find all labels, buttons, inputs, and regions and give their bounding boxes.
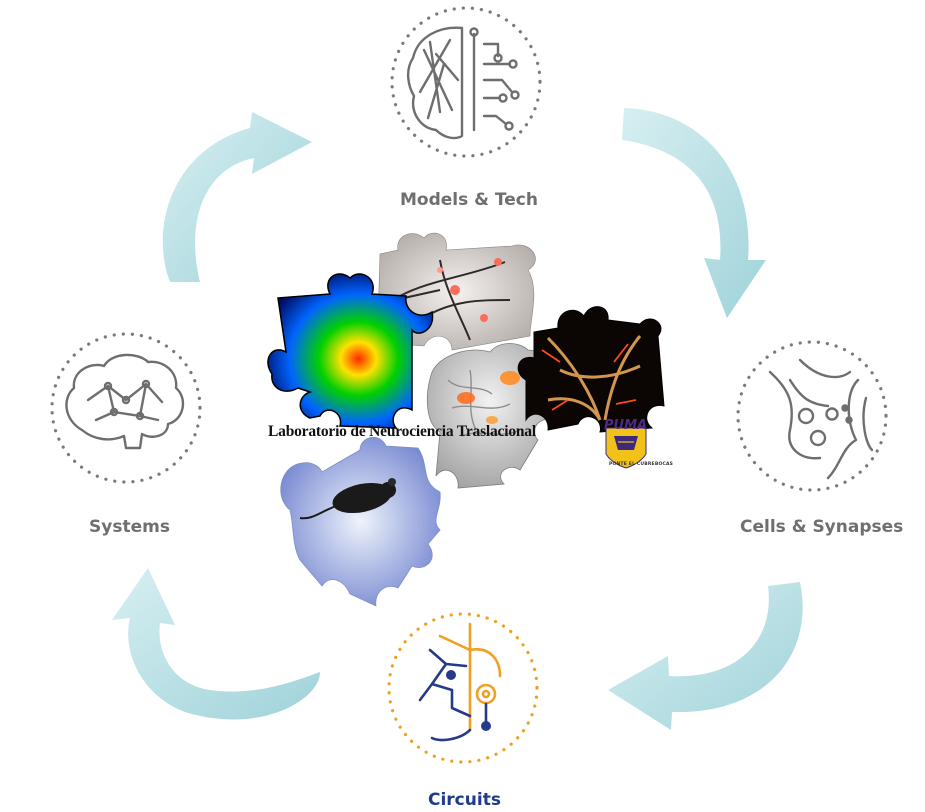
puma-logo-tagline: PONTE EL CUBREBOCAS — [609, 462, 674, 467]
arrow-systems-to-models — [162, 112, 312, 282]
synapse-icon — [768, 358, 874, 480]
puzzle-piece-mouse — [280, 437, 441, 607]
models-dotted-circle — [390, 6, 542, 158]
node-label-systems: Systems — [89, 517, 170, 537]
puzzle-piece-fluorescent — [517, 306, 665, 433]
cells-dotted-circle — [736, 340, 888, 492]
puzzle-collage — [267, 232, 665, 607]
center-title: Laboratorio de Neurociencia Traslacional — [268, 423, 536, 440]
puzzle-piece-heatmap — [267, 273, 434, 429]
systems-dotted-circle — [50, 332, 202, 484]
puzzle-piece-brain — [427, 343, 553, 489]
brain-network-icon — [65, 353, 185, 450]
puma-logo-word: PUMA — [604, 418, 648, 433]
node-label-cells: Cells & Synapses — [740, 517, 904, 537]
brain-circuit-icon — [407, 26, 520, 140]
arrow-cells-to-circuits — [608, 582, 803, 730]
arrow-circuits-to-systems — [112, 568, 320, 720]
arrow-models-to-cells — [622, 108, 766, 318]
puma-logo — [605, 427, 647, 469]
neuron-circuit-icon — [418, 622, 502, 742]
node-label-circuits: Circuits — [428, 790, 501, 810]
node-label-models: Models & Tech — [400, 190, 538, 210]
circuits-dotted-circle — [387, 612, 539, 764]
